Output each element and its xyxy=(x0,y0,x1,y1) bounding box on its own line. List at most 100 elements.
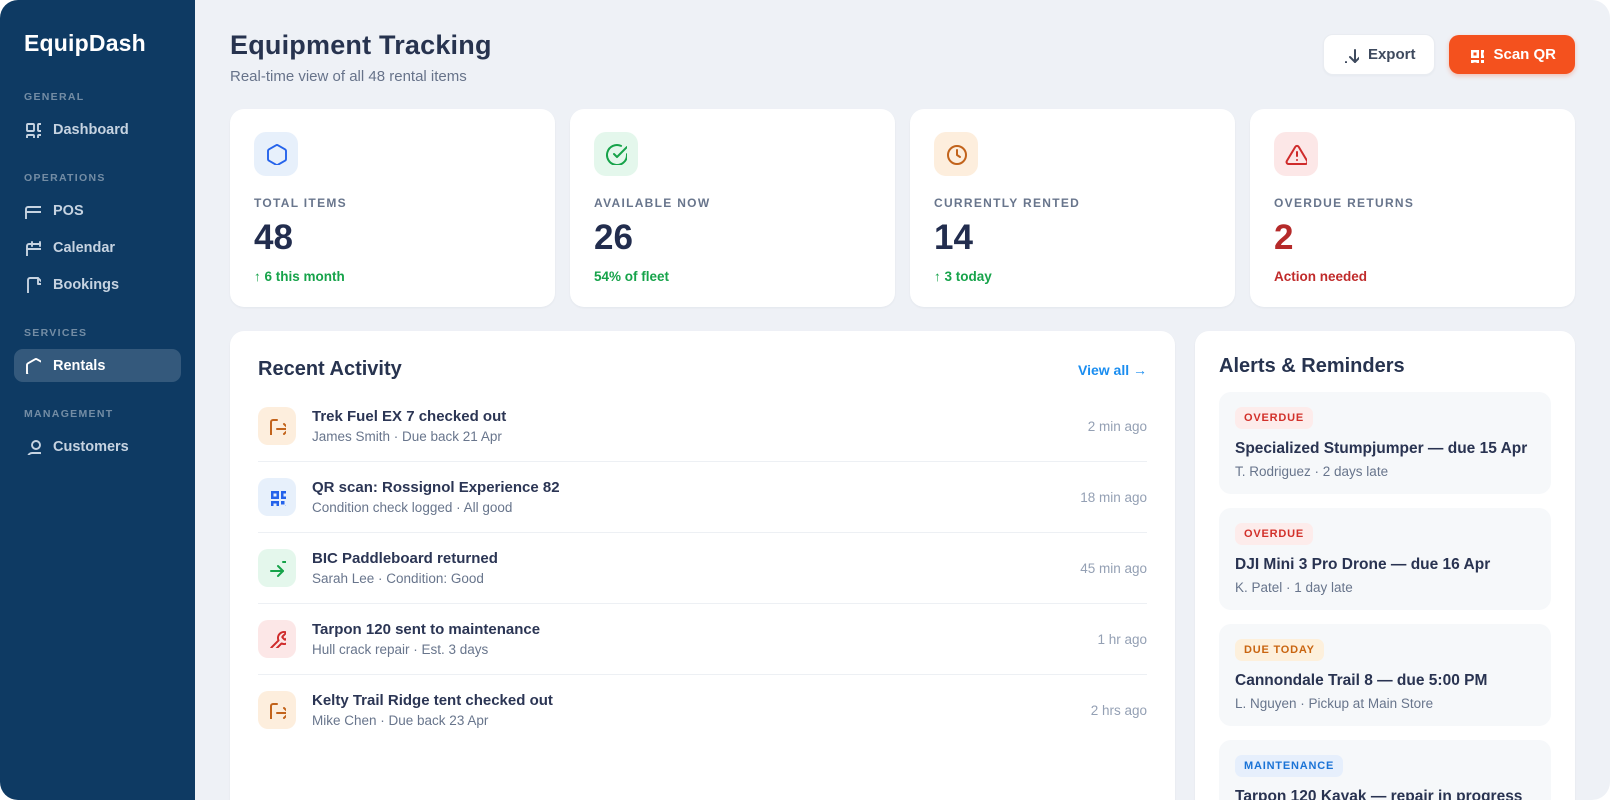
activity-row[interactable]: Tarpon 120 sent to maintenance Hull crac… xyxy=(258,604,1147,675)
activity-meta: Sarah Lee · Condition: Good xyxy=(312,571,484,586)
qr-icon xyxy=(258,478,296,516)
activity-time: 18 min ago xyxy=(1080,489,1147,505)
activity-meta: Hull crack repair · Est. 3 days xyxy=(312,642,489,657)
sidebar-item-dashboard[interactable]: Dashboard xyxy=(14,113,181,146)
sidebar-item-label: Calendar xyxy=(53,239,116,256)
sidebar-item-label: Customers xyxy=(53,438,129,455)
stat-label: AVAILABLE NOW xyxy=(594,196,711,210)
stat-label: TOTAL ITEMS xyxy=(254,196,347,210)
sidebar-section-management: MANAGEMENT xyxy=(24,408,114,420)
check-circle-icon xyxy=(594,132,638,176)
clock-icon xyxy=(934,132,978,176)
activity-title: QR scan: Rossignol Experience 82 xyxy=(312,479,560,496)
sidebar-section-general: GENERAL xyxy=(24,91,85,103)
page-subtitle: Real-time view of all 48 rental items xyxy=(230,68,467,85)
stat-delta: 54% of fleet xyxy=(594,269,670,284)
stat-value: 2 xyxy=(1274,218,1294,257)
sidebar-item-bookings[interactable]: Bookings xyxy=(14,268,181,301)
activity-meta: Mike Chen · Due back 23 Apr xyxy=(312,713,489,728)
stat-card-currently-rented: CURRENTLY RENTED 14 ↑ 3 today xyxy=(910,109,1235,307)
alerts-panel: Alerts & Reminders OVERDUE Specialized S… xyxy=(1195,331,1575,800)
alert-title: Tarpon 120 Kayak — repair in progress xyxy=(1235,788,1523,800)
activity-row[interactable]: Kelty Trail Ridge tent checked out Mike … xyxy=(258,675,1147,745)
sidebar-item-customers[interactable]: Customers xyxy=(14,430,181,463)
activity-title: Trek Fuel EX 7 checked out xyxy=(312,408,507,425)
scan-qr-button-label: Scan QR xyxy=(1493,46,1556,63)
alert-title: DJI Mini 3 Pro Drone — due 16 Apr xyxy=(1235,556,1491,573)
alert-card[interactable]: OVERDUE DJI Mini 3 Pro Drone — due 16 Ap… xyxy=(1219,508,1551,610)
activity-row[interactable]: BIC Paddleboard returned Sarah Lee · Con… xyxy=(258,533,1147,604)
sidebar: EquipDash GENERAL Dashboard OPERATIONS P… xyxy=(0,0,195,800)
credit-card-icon xyxy=(25,206,41,219)
stat-card-overdue-returns: OVERDUE RETURNS 2 Action needed xyxy=(1250,109,1575,307)
activity-row[interactable]: Trek Fuel EX 7 checked out James Smith ·… xyxy=(258,391,1147,462)
alert-badge: OVERDUE xyxy=(1235,523,1313,545)
wrench-icon xyxy=(258,620,296,658)
alert-meta: T. Rodriguez · 2 days late xyxy=(1235,464,1389,479)
sidebar-item-label: POS xyxy=(53,202,84,219)
sidebar-item-calendar[interactable]: Calendar xyxy=(14,231,181,264)
activity-list: Trek Fuel EX 7 checked out James Smith ·… xyxy=(258,391,1147,745)
export-button-label: Export xyxy=(1367,46,1416,63)
alert-title: Specialized Stumpjumper — due 15 Apr xyxy=(1235,440,1528,457)
alert-meta: L. Nguyen · Pickup at Main Store xyxy=(1235,696,1434,711)
stat-delta: ↑ 6 this month xyxy=(254,269,345,284)
alert-badge: MAINTENANCE xyxy=(1235,755,1344,777)
download-icon xyxy=(1344,48,1359,63)
main-content: Equipment Tracking Real-time view of all… xyxy=(195,0,1610,800)
sidebar-item-pos[interactable]: POS xyxy=(14,194,181,227)
hexagon-icon xyxy=(254,132,298,176)
stat-delta: Action needed xyxy=(1274,269,1368,284)
sidebar-item-label: Dashboard xyxy=(53,121,129,138)
sidebar-section-services: SERVICES xyxy=(24,327,88,339)
alert-badge: OVERDUE xyxy=(1235,407,1313,429)
activity-time: 2 min ago xyxy=(1087,418,1147,434)
page-title: Equipment Tracking xyxy=(230,30,492,60)
activity-meta: James Smith · Due back 21 Apr xyxy=(312,429,502,444)
stat-label: OVERDUE RETURNS xyxy=(1274,196,1415,210)
scan-qr-button[interactable]: Scan QR xyxy=(1449,35,1575,74)
alert-card[interactable]: DUE TODAY Cannondale Trail 8 — due 5:00 … xyxy=(1219,624,1551,726)
stats-row: TOTAL ITEMS 48 ↑ 6 this month AVAILABLE … xyxy=(230,109,1575,307)
stat-card-available-now: AVAILABLE NOW 26 54% of fleet xyxy=(570,109,895,307)
calendar-icon xyxy=(26,241,41,256)
view-all-link[interactable]: View all → xyxy=(1078,361,1147,378)
header-actions: Export Scan QR xyxy=(1322,34,1575,75)
page-header: Equipment Tracking Real-time view of all… xyxy=(230,30,1575,85)
activity-title: Kelty Trail Ridge tent checked out xyxy=(312,692,553,709)
hexagon-icon xyxy=(26,358,41,374)
sidebar-item-label: Bookings xyxy=(53,276,120,293)
alert-triangle-icon xyxy=(1274,132,1318,176)
brand-logo: EquipDash xyxy=(24,30,146,56)
alert-card[interactable]: MAINTENANCE Tarpon 120 Kayak — repair in… xyxy=(1219,740,1551,800)
stat-card-total-items: TOTAL ITEMS 48 ↑ 6 this month xyxy=(230,109,555,307)
grid-icon xyxy=(26,123,41,138)
activity-title: Tarpon 120 sent to maintenance xyxy=(312,621,541,638)
stat-delta: ↑ 3 today xyxy=(934,269,992,284)
checkout-icon xyxy=(258,691,296,729)
return-icon xyxy=(258,549,296,587)
document-icon xyxy=(27,277,41,293)
content-row: Recent Activity View all → Trek Fuel EX … xyxy=(230,331,1575,800)
stat-value: 26 xyxy=(594,218,633,257)
stat-value: 48 xyxy=(254,218,293,257)
sidebar-section-operations: OPERATIONS xyxy=(24,172,106,184)
alert-title: Cannondale Trail 8 — due 5:00 PM xyxy=(1235,672,1488,689)
activity-time: 2 hrs ago xyxy=(1090,702,1147,718)
activity-time: 1 hr ago xyxy=(1097,631,1147,647)
sidebar-item-rentals[interactable]: Rentals xyxy=(14,349,181,382)
alerts-title: Alerts & Reminders xyxy=(1219,355,1405,377)
alert-card[interactable]: OVERDUE Specialized Stumpjumper — due 15… xyxy=(1219,392,1551,494)
user-icon xyxy=(27,440,41,455)
alert-meta: K. Patel · 1 day late xyxy=(1235,580,1353,595)
activity-time: 45 min ago xyxy=(1080,560,1147,576)
recent-activity-title: Recent Activity xyxy=(258,358,402,380)
sidebar-item-label: Rentals xyxy=(53,357,106,374)
alert-badge: DUE TODAY xyxy=(1235,639,1324,661)
activity-title: BIC Paddleboard returned xyxy=(312,550,498,567)
stat-value: 14 xyxy=(934,218,973,257)
export-button[interactable]: Export xyxy=(1322,34,1436,75)
activity-row[interactable]: QR scan: Rossignol Experience 82 Conditi… xyxy=(258,462,1147,533)
qr-icon xyxy=(1471,49,1485,63)
